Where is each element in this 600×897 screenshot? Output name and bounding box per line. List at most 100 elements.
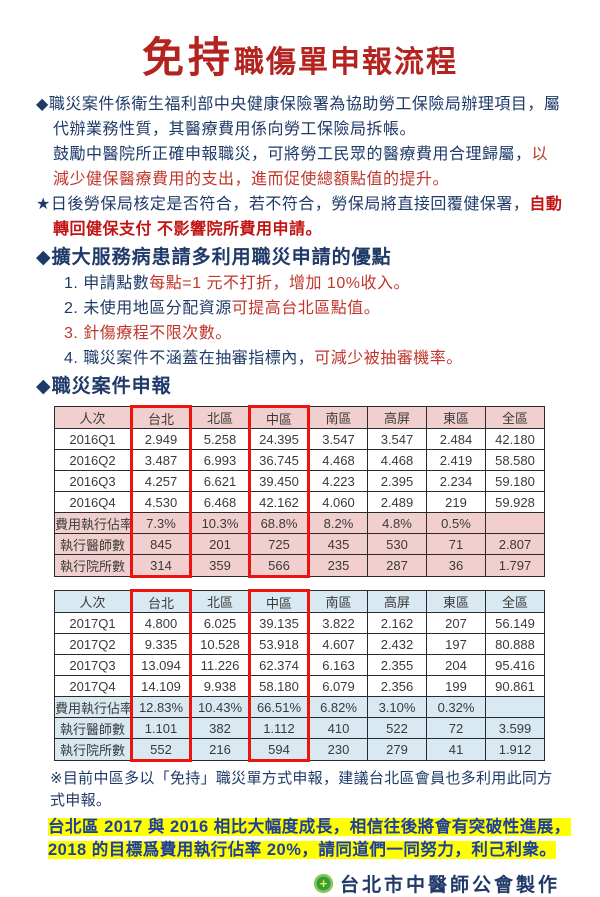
list-item: 4. 職災案件不涵蓋在抽審指標內，可減少被抽審機率。: [64, 346, 564, 371]
report-table-2016: 人次 台北 北區 中區 南區 高屏 東區 全區 2016Q1 2.949 5.258 24.395 3.…: [54, 405, 545, 579]
table-cell: 287: [367, 554, 427, 578]
table-cell: 2.234: [426, 470, 486, 493]
table-cell: 4.468: [367, 449, 427, 472]
table-cell: 42.162: [248, 491, 310, 514]
column-header: 全區: [485, 406, 545, 430]
table-cell: 230: [308, 738, 368, 762]
table-row: 2016Q4 4.530 6.468 42.162 4.060 2.489 219 59.92…: [54, 491, 545, 514]
table-cell: 3.547: [308, 428, 368, 451]
table-cell: [485, 512, 545, 535]
table-cell: 566: [248, 554, 310, 579]
table-cell: 6.993: [190, 449, 250, 472]
table-cell: 197: [426, 633, 486, 656]
table-cell: 24.395: [248, 428, 310, 451]
column-header: 南區: [308, 590, 368, 614]
table-cell: 1.101: [130, 717, 192, 740]
table-cell: 2.949: [130, 428, 192, 451]
table-cell: 2.395: [367, 470, 427, 493]
table-cell: 41: [426, 738, 486, 762]
title-emphasis: 免持: [141, 34, 234, 81]
row-label-cell: 執行醫師數: [54, 717, 132, 740]
list-item-blue: 1. 申請點數: [64, 275, 150, 293]
column-header: 東區: [426, 406, 486, 430]
table-cell: 435: [308, 533, 368, 556]
row-label-cell: 執行院所數: [54, 554, 132, 578]
table-cell: 3.10%: [367, 696, 427, 719]
credit-row: + 台北市中醫師公會製作: [36, 870, 560, 897]
table-cell: 90.861: [485, 675, 545, 698]
table-cell: 2.355: [367, 654, 427, 677]
diamond-bullet-icon: ◆: [36, 247, 52, 269]
table-cell: 72: [426, 717, 486, 740]
column-header: 南區: [308, 406, 368, 430]
row-label-cell: 2016Q1: [54, 428, 132, 451]
column-header: 人次: [54, 590, 132, 614]
table-row: 執行醫師數 1.101 382 1.112 410 522 72 3.599: [54, 717, 545, 740]
list-item-blue: 2. 未使用地區分配資源: [64, 300, 232, 318]
report-table-2017-wrap: 人次 台北 北區 中區 南區 高屏 東區 全區 2017Q1 4.800 6.025 39.135 3.…: [54, 589, 564, 763]
table-cell: 2.807: [485, 533, 545, 556]
report-heading-text: 職災案件申報: [51, 376, 172, 398]
table-cell: 845: [130, 533, 192, 556]
table-cell: 0.32%: [426, 696, 486, 719]
row-label-cell: 2017Q3: [54, 654, 132, 677]
table-row: 費用執行佔率 12.83% 10.43% 66.51% 6.82% 3.10% 0.32%: [54, 696, 545, 719]
intro-paragraph-2-blue: 鼓勵中醫院所正確申報職災，可將勞工民眾的醫療費用合理歸屬，: [53, 146, 532, 164]
table-cell: 58.580: [485, 449, 545, 472]
table-cell: 314: [130, 554, 192, 579]
title-rest: 職傷單申報流程: [234, 46, 458, 79]
star-bullet-icon: ★: [36, 196, 51, 214]
advantages-heading-text: 擴大服務病患請多利用職災申請的優點: [51, 247, 392, 269]
table-cell: 410: [308, 717, 368, 740]
table-cell: 2.489: [367, 491, 427, 514]
table-cell: 235: [308, 554, 368, 578]
table-cell: 4.530: [130, 491, 192, 514]
table-row: 2017Q2 9.335 10.528 53.918 4.607 2.432 197 80.8…: [54, 633, 545, 656]
highlighted-summary-text: 台北區 2017 與 2016 相比大幅度成長，相信往後將會有突破性進展，201…: [48, 818, 571, 860]
row-label-cell: 2017Q1: [54, 612, 132, 635]
table-cell: 39.135: [248, 612, 310, 635]
table-cell: 6.163: [308, 654, 368, 677]
intro-paragraph-2-red: 以減少健保醫療費用的支出，進而促使總額點值的提升。: [53, 146, 549, 189]
table-cell: 4.468: [308, 449, 368, 472]
table-cell: 11.226: [190, 654, 250, 677]
table-cell: 201: [190, 533, 250, 556]
table-cell: 9.335: [130, 633, 192, 656]
row-label-cell: 費用執行佔率: [54, 696, 132, 719]
row-label-cell: 執行醫師數: [54, 533, 132, 556]
row-label-cell: 2016Q2: [54, 449, 132, 472]
table-row: 執行醫師數 845 201 725 435 530 71 2.807: [54, 533, 545, 556]
table-row: 2017Q4 14.109 9.938 58.180 6.079 2.356 199 90.8…: [54, 675, 545, 698]
table-cell: 58.180: [248, 675, 310, 698]
table-cell: 66.51%: [248, 696, 310, 719]
table-cell: 0.5%: [426, 512, 486, 535]
row-label-cell: 2017Q2: [54, 633, 132, 656]
column-header: 全區: [485, 590, 545, 614]
diamond-bullet-icon: ◆: [36, 96, 49, 114]
table-cell: 1.797: [485, 554, 545, 578]
table-cell: [485, 696, 545, 719]
table-cell: 6.621: [190, 470, 250, 493]
table-cell: 4.060: [308, 491, 368, 514]
report-table-2017: 人次 台北 北區 中區 南區 高屏 東區 全區 2017Q1 4.800 6.025 39.135 3.…: [54, 589, 545, 763]
table-cell: 279: [367, 738, 427, 762]
table-cell: 10.528: [190, 633, 250, 656]
list-item: 3. 針傷療程不限次數。: [64, 321, 564, 346]
table-cell: 6.82%: [308, 696, 368, 719]
table-row: 2017Q1 4.800 6.025 39.135 3.822 2.162 207 56.14…: [54, 612, 545, 635]
advantages-list: 1. 申請點數每點=1 元不打折，增加 10%收入。 2. 未使用地區分配資源可…: [36, 271, 564, 371]
column-header: 高屏: [367, 590, 427, 614]
column-header: 人次: [54, 406, 132, 430]
table-cell: 382: [190, 717, 250, 740]
document-page: 免持 職傷單申報流程 ◆職災案件係衛生福利部中央健康保險署為協助勞工保險局辦理項目…: [36, 34, 571, 896]
footnote: ※目前中區多以「免持」職災單方式申報，建議台北區會員也多利用此同方式申報。: [50, 770, 553, 810]
column-header: 台北: [130, 405, 192, 430]
table-cell: 4.800: [130, 612, 192, 635]
intro-paragraph-1: ◆職災案件係衛生福利部中央健康保險署為協助勞工保險局辦理項目，屬代辦業務性質，其…: [36, 92, 564, 142]
table-cell: 552: [130, 738, 192, 763]
table-cell: 4.8%: [367, 512, 427, 535]
table-cell: 216: [190, 738, 250, 762]
highlighted-summary: 台北區 2017 與 2016 相比大幅度成長，相信往後將會有突破性進展，201…: [48, 816, 576, 862]
table-cell: 207: [426, 612, 486, 635]
page-title: 免持 職傷單申報流程: [36, 34, 564, 81]
